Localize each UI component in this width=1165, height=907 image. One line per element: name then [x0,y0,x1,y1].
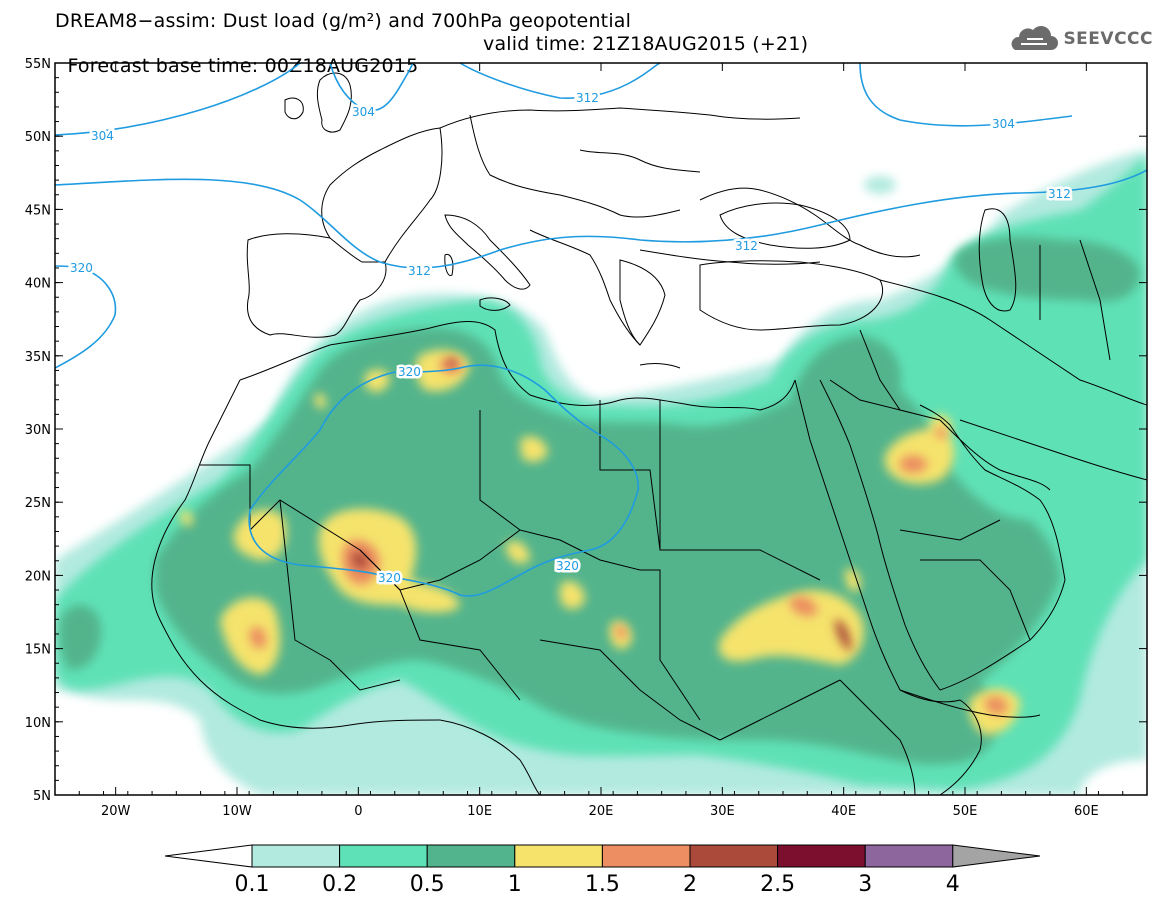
axis-ticks [54,62,1148,796]
svg-text:320: 320 [398,365,421,379]
longitude-labels: 20W 10W 0 10E 20E 30E 40E 50E 60E [101,804,1099,819]
seevccc-logo: SEEVCCC [1007,24,1153,54]
svg-text:320: 320 [70,261,93,275]
dust-field [55,150,1147,795]
lon-tick-label: 40E [831,804,856,819]
colorbar-swatch [426,844,516,868]
colorbar-labels: 0.1 0.2 0.5 1 1.5 2 2.5 3 4 [235,872,960,897]
contour-label: 320 [556,559,579,573]
colorbar-swatch [601,844,691,868]
colorbar-label: 3 [858,872,872,897]
lat-tick-label: 25N [25,496,51,511]
lat-tick-label: 15N [25,643,51,658]
contour-label: 304 [91,129,114,143]
coastlines [151,72,1147,795]
colorbar-swatch [251,844,341,868]
contour-320-africa [248,364,639,597]
colorbar-high-arrow [952,844,1041,868]
latitude-labels: 55N 50N 45N 40N 35N 30N 25N 20N 15N 10N 5N [25,57,51,804]
colorbar-label: 0.2 [322,872,357,897]
lat-tick-label: 30N [25,423,51,438]
lat-tick-label: 40N [25,277,51,292]
contour-312-north [459,63,661,99]
colorbar-low-arrow [164,844,253,868]
svg-text:304: 304 [91,129,114,143]
svg-text:320: 320 [556,559,579,573]
contour-label: 312 [1048,187,1071,201]
logo-text: SEEVCCC [1063,29,1153,49]
contour-labels: 304 304 304 304 304 304 312 312 312 312 … [68,89,1074,588]
contour-304-uk [329,63,414,112]
colorbar-label: 0.5 [410,872,445,897]
contour-label: 320 [378,571,401,585]
lat-tick-label: 5N [33,789,51,804]
contour-304-west [55,63,301,136]
colorbar-label: 0.1 [235,872,270,897]
lon-tick-label: 50E [953,804,978,819]
map-subtitle: Forecast base time: 00Z18AUG2015 valid t… [55,33,808,99]
lon-tick-label: 20E [589,804,614,819]
colorbar-label: 1 [508,872,522,897]
colorbar-label: 2.5 [760,872,795,897]
svg-text:304: 304 [352,105,375,119]
contour-320-west [55,265,117,369]
contour-label: 312 [576,91,599,105]
contour-label: 304 [992,117,1015,131]
geopotential-contours [55,63,1147,597]
contour-label: 312 [408,264,431,278]
lon-tick-label: 30E [710,804,735,819]
colorbar-swatch [514,844,603,868]
colorbar-swatch [689,844,779,868]
colorbar-label: 4 [946,872,960,897]
lat-tick-label: 50N [25,130,51,145]
lat-tick-label: 45N [25,203,51,218]
lat-tick-label: 10N [25,716,51,731]
lon-tick-label: 10W [222,804,252,819]
forecast-base-time: Forecast base time: 00Z18AUG2015 [67,55,419,77]
colorbar [164,844,1041,868]
lon-tick-label: 60E [1074,804,1099,819]
svg-text:312: 312 [735,239,758,253]
contour-label: 304 [352,105,375,119]
svg-text:320: 320 [378,571,401,585]
contour-label: 312 [735,239,758,253]
svg-text:304: 304 [992,117,1015,131]
colorbar-label: 2 [683,872,697,897]
colorbar-swatch [864,844,954,868]
colorbar-swatch [339,844,428,868]
lat-tick-label: 35N [25,350,51,365]
lon-tick-label: 20W [101,804,131,819]
contour-304-east [859,63,1073,127]
contour-label: 320 [70,261,93,275]
colorbar-swatch [777,844,866,868]
map-title: DREAM8−assim: Dust load (g/m²) and 700hP… [55,10,632,32]
colorbar-label: 1.5 [585,872,620,897]
cloud-logo-icon [1012,26,1059,50]
contour-label: 320 [398,365,421,379]
lon-tick-label: 0 [354,804,362,819]
svg-text:312: 312 [408,264,431,278]
valid-time: valid time: 21Z18AUG2015 (+21) [483,33,809,55]
lat-tick-label: 20N [25,569,51,584]
svg-text:312: 312 [576,91,599,105]
svg-text:312: 312 [1048,187,1071,201]
lon-tick-label: 10E [467,804,492,819]
contour-312-mid [55,169,1147,269]
lat-tick-label: 55N [25,57,51,72]
